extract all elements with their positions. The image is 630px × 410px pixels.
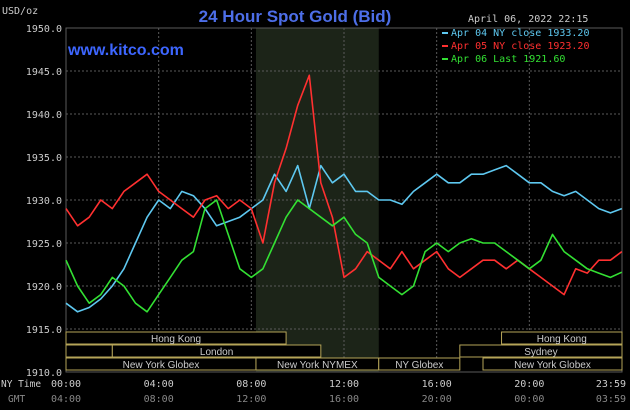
- x-tick-ny-label: 23:59: [596, 379, 626, 390]
- x-tick-ny-label: 16:00: [422, 379, 452, 390]
- x-tick-ny-label: 04:00: [144, 379, 174, 390]
- y-tick-label: 1910.0: [26, 368, 62, 379]
- legend-entry: Apr 04 NY close 1933.20: [451, 28, 589, 39]
- session-hong-kong: Hong Kong: [65, 331, 287, 345]
- y-tick-label: 1945.0: [26, 67, 62, 78]
- legend: Apr 04 NY close 1933.20 Apr 05 NY close 1…: [442, 28, 589, 65]
- y-tick-label: 1930.0: [26, 196, 62, 207]
- x-tick-ny-label: 00:00: [51, 379, 81, 390]
- y-tick-label: 1935.0: [26, 153, 62, 164]
- legend-entry: Apr 06 Last 1921.60: [451, 54, 565, 65]
- price-series: [65, 74, 623, 313]
- x-tick-gmt-label: 00:00: [514, 394, 544, 405]
- unit-label: USD/oz: [2, 6, 38, 17]
- x-tick-ny-label: 08:00: [236, 379, 266, 390]
- x-axis-ny-label: NY Time: [1, 379, 41, 390]
- session-london: London: [111, 344, 322, 358]
- date-label: April 06, 2022 22:15: [468, 14, 588, 25]
- session-bar: [65, 344, 113, 358]
- market-sessions: Hong Kong Hong Kong London Sydney New York G…: [65, 331, 623, 371]
- session-new-york-nymex: New York NYMEX: [255, 357, 380, 371]
- x-tick-gmt-label: 03:59: [596, 394, 626, 405]
- x-tick-gmt-label: 08:00: [144, 394, 174, 405]
- x-axis-ticks: 00:00 04:00 04:00 08:00 08:00 12:00 12:00 16:00…: [51, 379, 626, 405]
- x-tick-ny-label: 20:00: [514, 379, 544, 390]
- x-tick-gmt-label: 20:00: [422, 394, 452, 405]
- x-tick-gmt-label: 12:00: [236, 394, 266, 405]
- session-sydney: Sydney: [459, 344, 623, 358]
- series-line-1: [65, 164, 623, 313]
- legend-entry: Apr 05 NY close 1923.20: [451, 41, 589, 52]
- session-hong-kong: Hong Kong: [501, 331, 623, 345]
- svg-text:Hong Kong: Hong Kong: [151, 334, 201, 345]
- y-tick-label: 1950.0: [26, 24, 62, 35]
- svg-text:Hong Kong: Hong Kong: [537, 334, 587, 345]
- svg-text:London: London: [200, 347, 233, 358]
- y-tick-label: 1940.0: [26, 110, 62, 121]
- y-tick-label: 1925.0: [26, 239, 62, 250]
- site-watermark: www.kitco.com: [67, 42, 184, 59]
- session-new-york-globex: New York Globex: [482, 357, 623, 371]
- y-tick-label: 1920.0: [26, 282, 62, 293]
- svg-text:New York Globex: New York Globex: [123, 360, 200, 371]
- session-ny-globex: NY Globex: [378, 357, 461, 371]
- chart-title: 24 Hour Spot Gold (Bid): [199, 7, 392, 26]
- x-axis-gmt-label: GMT: [8, 394, 25, 405]
- svg-text:NY Globex: NY Globex: [395, 360, 443, 371]
- x-tick-gmt-label: 16:00: [329, 394, 359, 405]
- svg-text:New York Globex: New York Globex: [514, 360, 591, 371]
- x-tick-ny-label: 12:00: [329, 379, 359, 390]
- y-axis-ticks: 1910.0 1915.0 1920.0 1925.0 1930.0 1935.0 1940…: [26, 24, 62, 379]
- session-new-york-globex: New York Globex: [65, 357, 257, 371]
- svg-text:Sydney: Sydney: [524, 347, 557, 358]
- series-line-3: [65, 199, 623, 313]
- y-tick-label: 1915.0: [26, 325, 62, 336]
- svg-text:New York NYMEX: New York NYMEX: [277, 360, 358, 371]
- x-tick-gmt-label: 04:00: [51, 394, 81, 405]
